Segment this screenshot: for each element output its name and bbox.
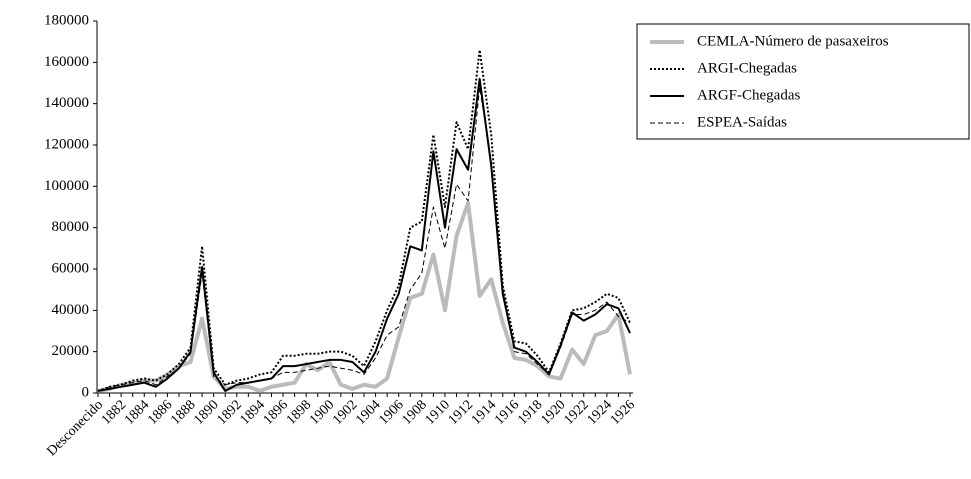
x-tick-label: 1886 xyxy=(145,397,175,427)
x-tick-label: Desconecido xyxy=(44,397,106,459)
x-tick-label: 1902 xyxy=(330,397,360,427)
series-line xyxy=(97,77,631,392)
y-tick-label: 180000 xyxy=(44,12,89,28)
x-tick-label: 1910 xyxy=(423,397,453,427)
x-tick-label: 1912 xyxy=(446,397,476,427)
x-tick-label: 1916 xyxy=(492,397,522,427)
legend-box xyxy=(636,23,970,140)
legend-label: ARGF-Chegadas xyxy=(697,87,800,103)
series-line xyxy=(97,86,631,392)
x-tick-label: 1894 xyxy=(238,397,268,427)
y-tick-label: 160000 xyxy=(44,54,89,70)
y-tick-label: 40000 xyxy=(52,302,90,318)
x-tick-label: 1906 xyxy=(376,397,406,427)
x-tick-label: 1926 xyxy=(608,397,638,427)
x-tick-label: 1920 xyxy=(538,397,568,427)
x-tick-label: 1896 xyxy=(261,397,291,427)
y-tick-label: 140000 xyxy=(44,95,89,111)
x-tick-label: 1900 xyxy=(307,397,337,427)
legend-label: ARGI-Chegadas xyxy=(697,60,797,76)
x-tick-label: 1884 xyxy=(122,397,152,427)
x-tick-label: 1898 xyxy=(284,397,314,427)
x-tick-label: 1914 xyxy=(469,397,499,427)
legend-label: ESPEA-Saídas xyxy=(697,114,787,130)
series-line xyxy=(97,48,631,392)
x-tick-label: 1890 xyxy=(191,397,221,427)
series-line xyxy=(97,200,632,393)
y-tick-label: 60000 xyxy=(52,260,90,276)
y-tick-label: 100000 xyxy=(44,178,89,194)
legend-label: CEMLA-Número de pasaxeiros xyxy=(697,33,889,49)
x-tick-label: 1922 xyxy=(561,397,591,427)
x-tick-label: 1908 xyxy=(400,397,430,427)
y-tick-label: 0 xyxy=(82,384,90,400)
x-tick-label: 1888 xyxy=(168,397,198,427)
x-tick-label: 1924 xyxy=(585,397,615,427)
x-tick-label: 1904 xyxy=(353,397,383,427)
x-tick-label: 1882 xyxy=(99,397,129,427)
x-tick-label: 1892 xyxy=(214,397,244,427)
x-tick-label: 1918 xyxy=(515,397,545,427)
y-tick-label: 80000 xyxy=(52,219,90,235)
y-tick-label: 120000 xyxy=(44,136,89,152)
y-tick-label: 20000 xyxy=(52,343,90,359)
